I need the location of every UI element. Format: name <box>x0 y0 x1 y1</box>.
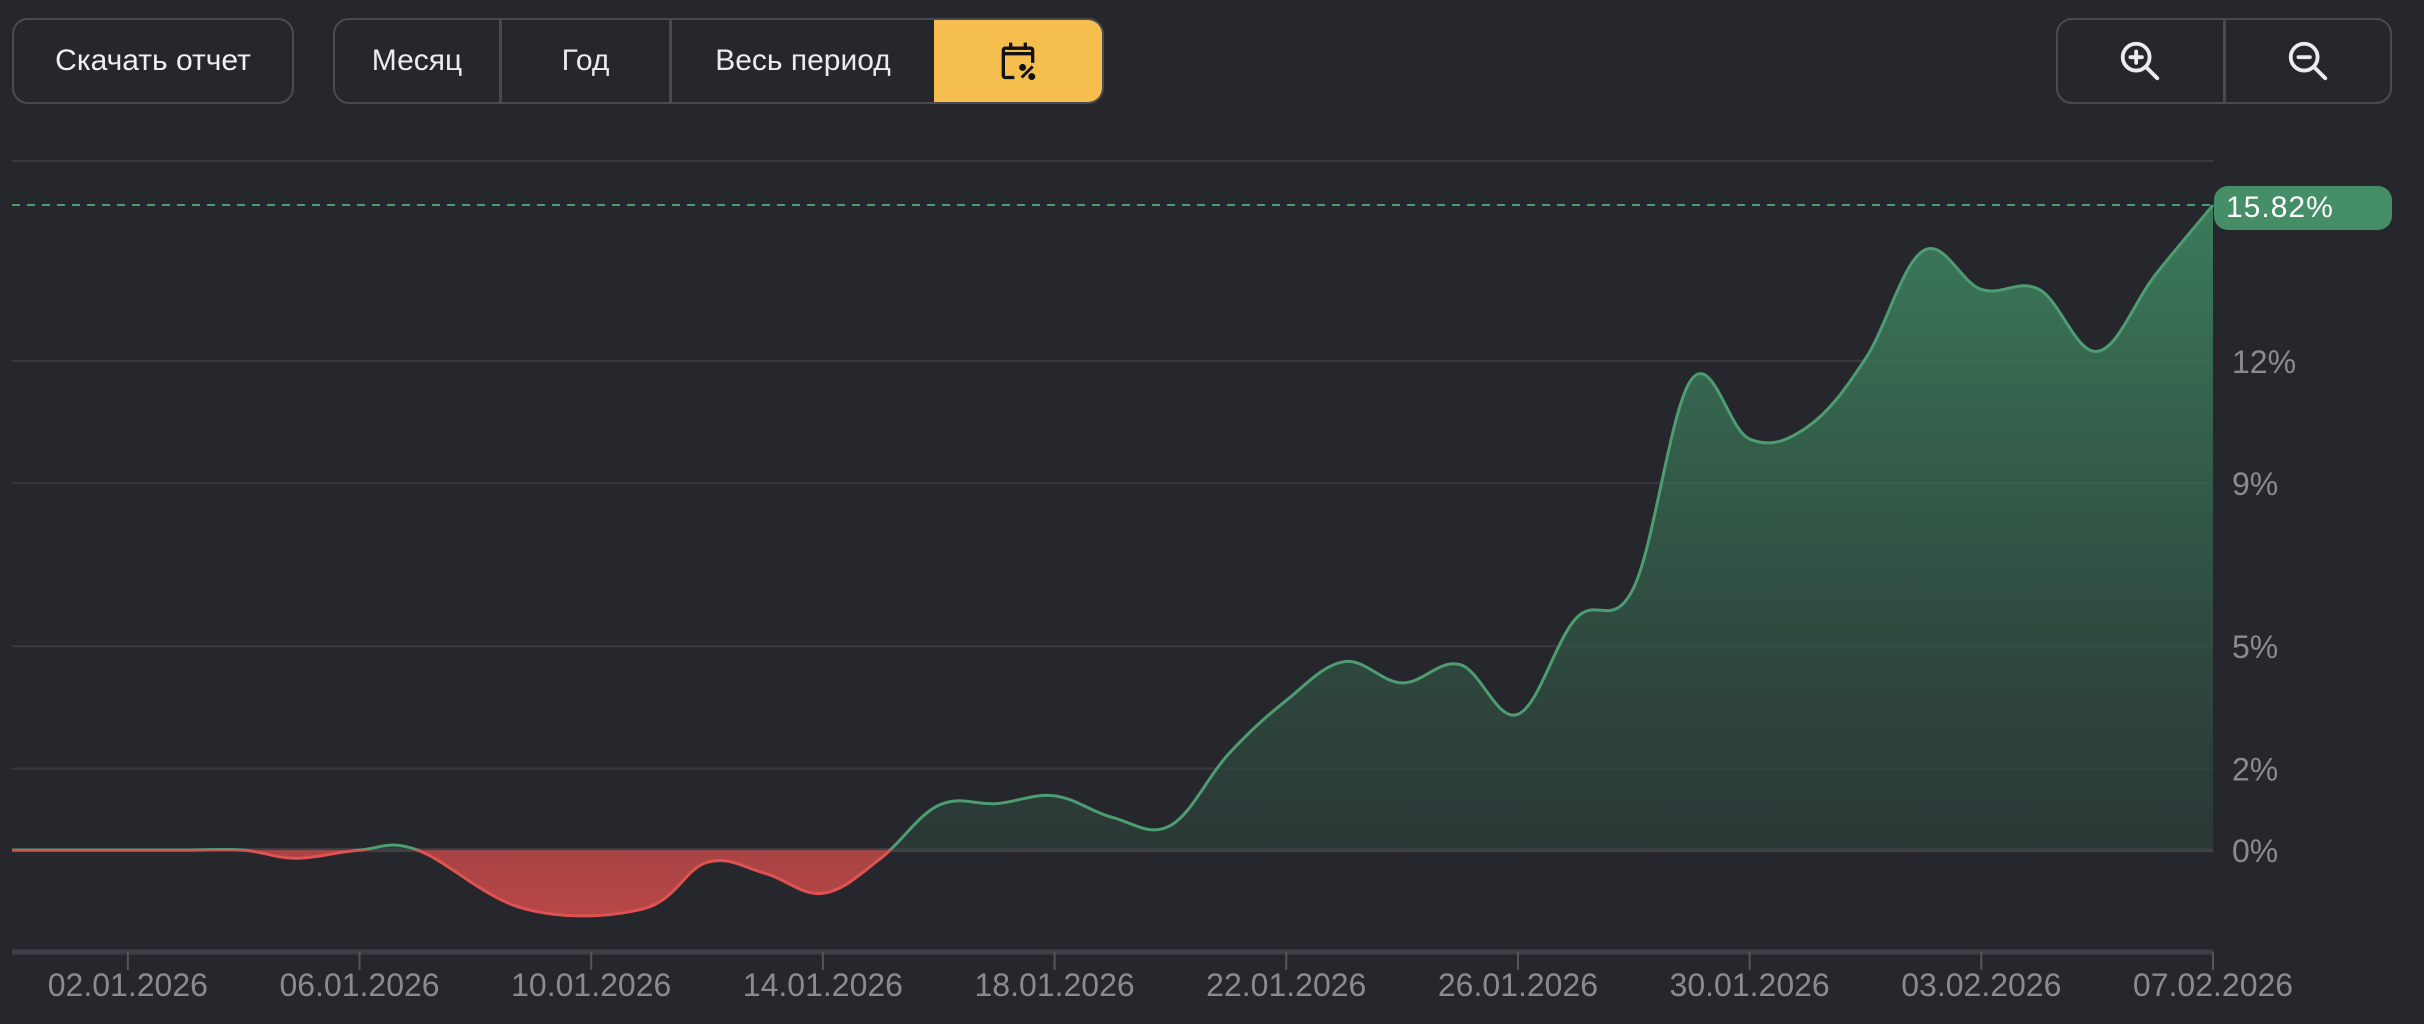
x-tick-label: 03.02.2026 <box>1901 967 2061 1003</box>
period-month-button[interactable]: Месяц <box>335 20 502 102</box>
zoom-in-icon <box>2121 41 2160 81</box>
x-tick-label: 07.02.2026 <box>2133 967 2293 1003</box>
y-tick-label: 0% <box>2232 833 2278 869</box>
negative-area <box>243 850 891 916</box>
y-tick-label: 2% <box>2232 752 2278 788</box>
period-year-button[interactable]: Год <box>502 20 672 102</box>
x-tick-label: 22.01.2026 <box>1206 967 1366 1003</box>
period-all-button[interactable]: Весь период <box>715 44 891 77</box>
series-line-positive <box>11 204 2215 851</box>
custom-period-button[interactable] <box>934 20 1102 102</box>
x-tick-label: 06.01.2026 <box>279 967 439 1003</box>
y-tick-label: 12% <box>2232 344 2296 380</box>
y-tick-label: 5% <box>2232 629 2278 665</box>
x-tick-label: 30.01.2026 <box>1670 967 1830 1003</box>
calendar-percent-icon <box>1001 42 1036 81</box>
positive-area <box>12 205 2213 851</box>
download-report-button[interactable]: Скачать отчет <box>12 18 294 104</box>
period-selector: Месяц Год Весь период <box>333 18 1104 104</box>
zoom-in-button[interactable] <box>2058 20 2226 102</box>
x-tick-label: 18.01.2026 <box>975 967 1135 1003</box>
x-tick-label: 02.01.2026 <box>48 967 208 1003</box>
zoom-controls <box>2056 18 2392 104</box>
y-tick-label: 9% <box>2232 466 2278 502</box>
zoom-out-button[interactable] <box>2226 20 2391 102</box>
x-tick-label: 14.01.2026 <box>743 967 903 1003</box>
x-tick-label: 26.01.2026 <box>1438 967 1598 1003</box>
current-value-badge: 15.82% <box>2214 186 2392 230</box>
x-tick-label: 10.01.2026 <box>511 967 671 1003</box>
zoom-out-icon <box>2288 41 2327 81</box>
